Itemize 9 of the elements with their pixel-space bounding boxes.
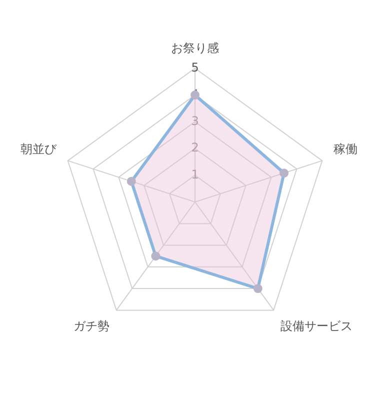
y-tick-label: 3	[191, 114, 199, 128]
spoke-label: 設備サービス	[280, 319, 353, 334]
spoke-label: お祭り感	[171, 41, 219, 56]
spoke-label: 稼働	[334, 142, 358, 156]
spoke-label: ガチ勢	[73, 319, 110, 334]
y-tick-label: 2	[191, 140, 199, 155]
spoke-label: 朝並び	[20, 142, 58, 156]
y-tick-label: 5	[191, 60, 199, 74]
y-tick-label: 1	[191, 167, 199, 182]
